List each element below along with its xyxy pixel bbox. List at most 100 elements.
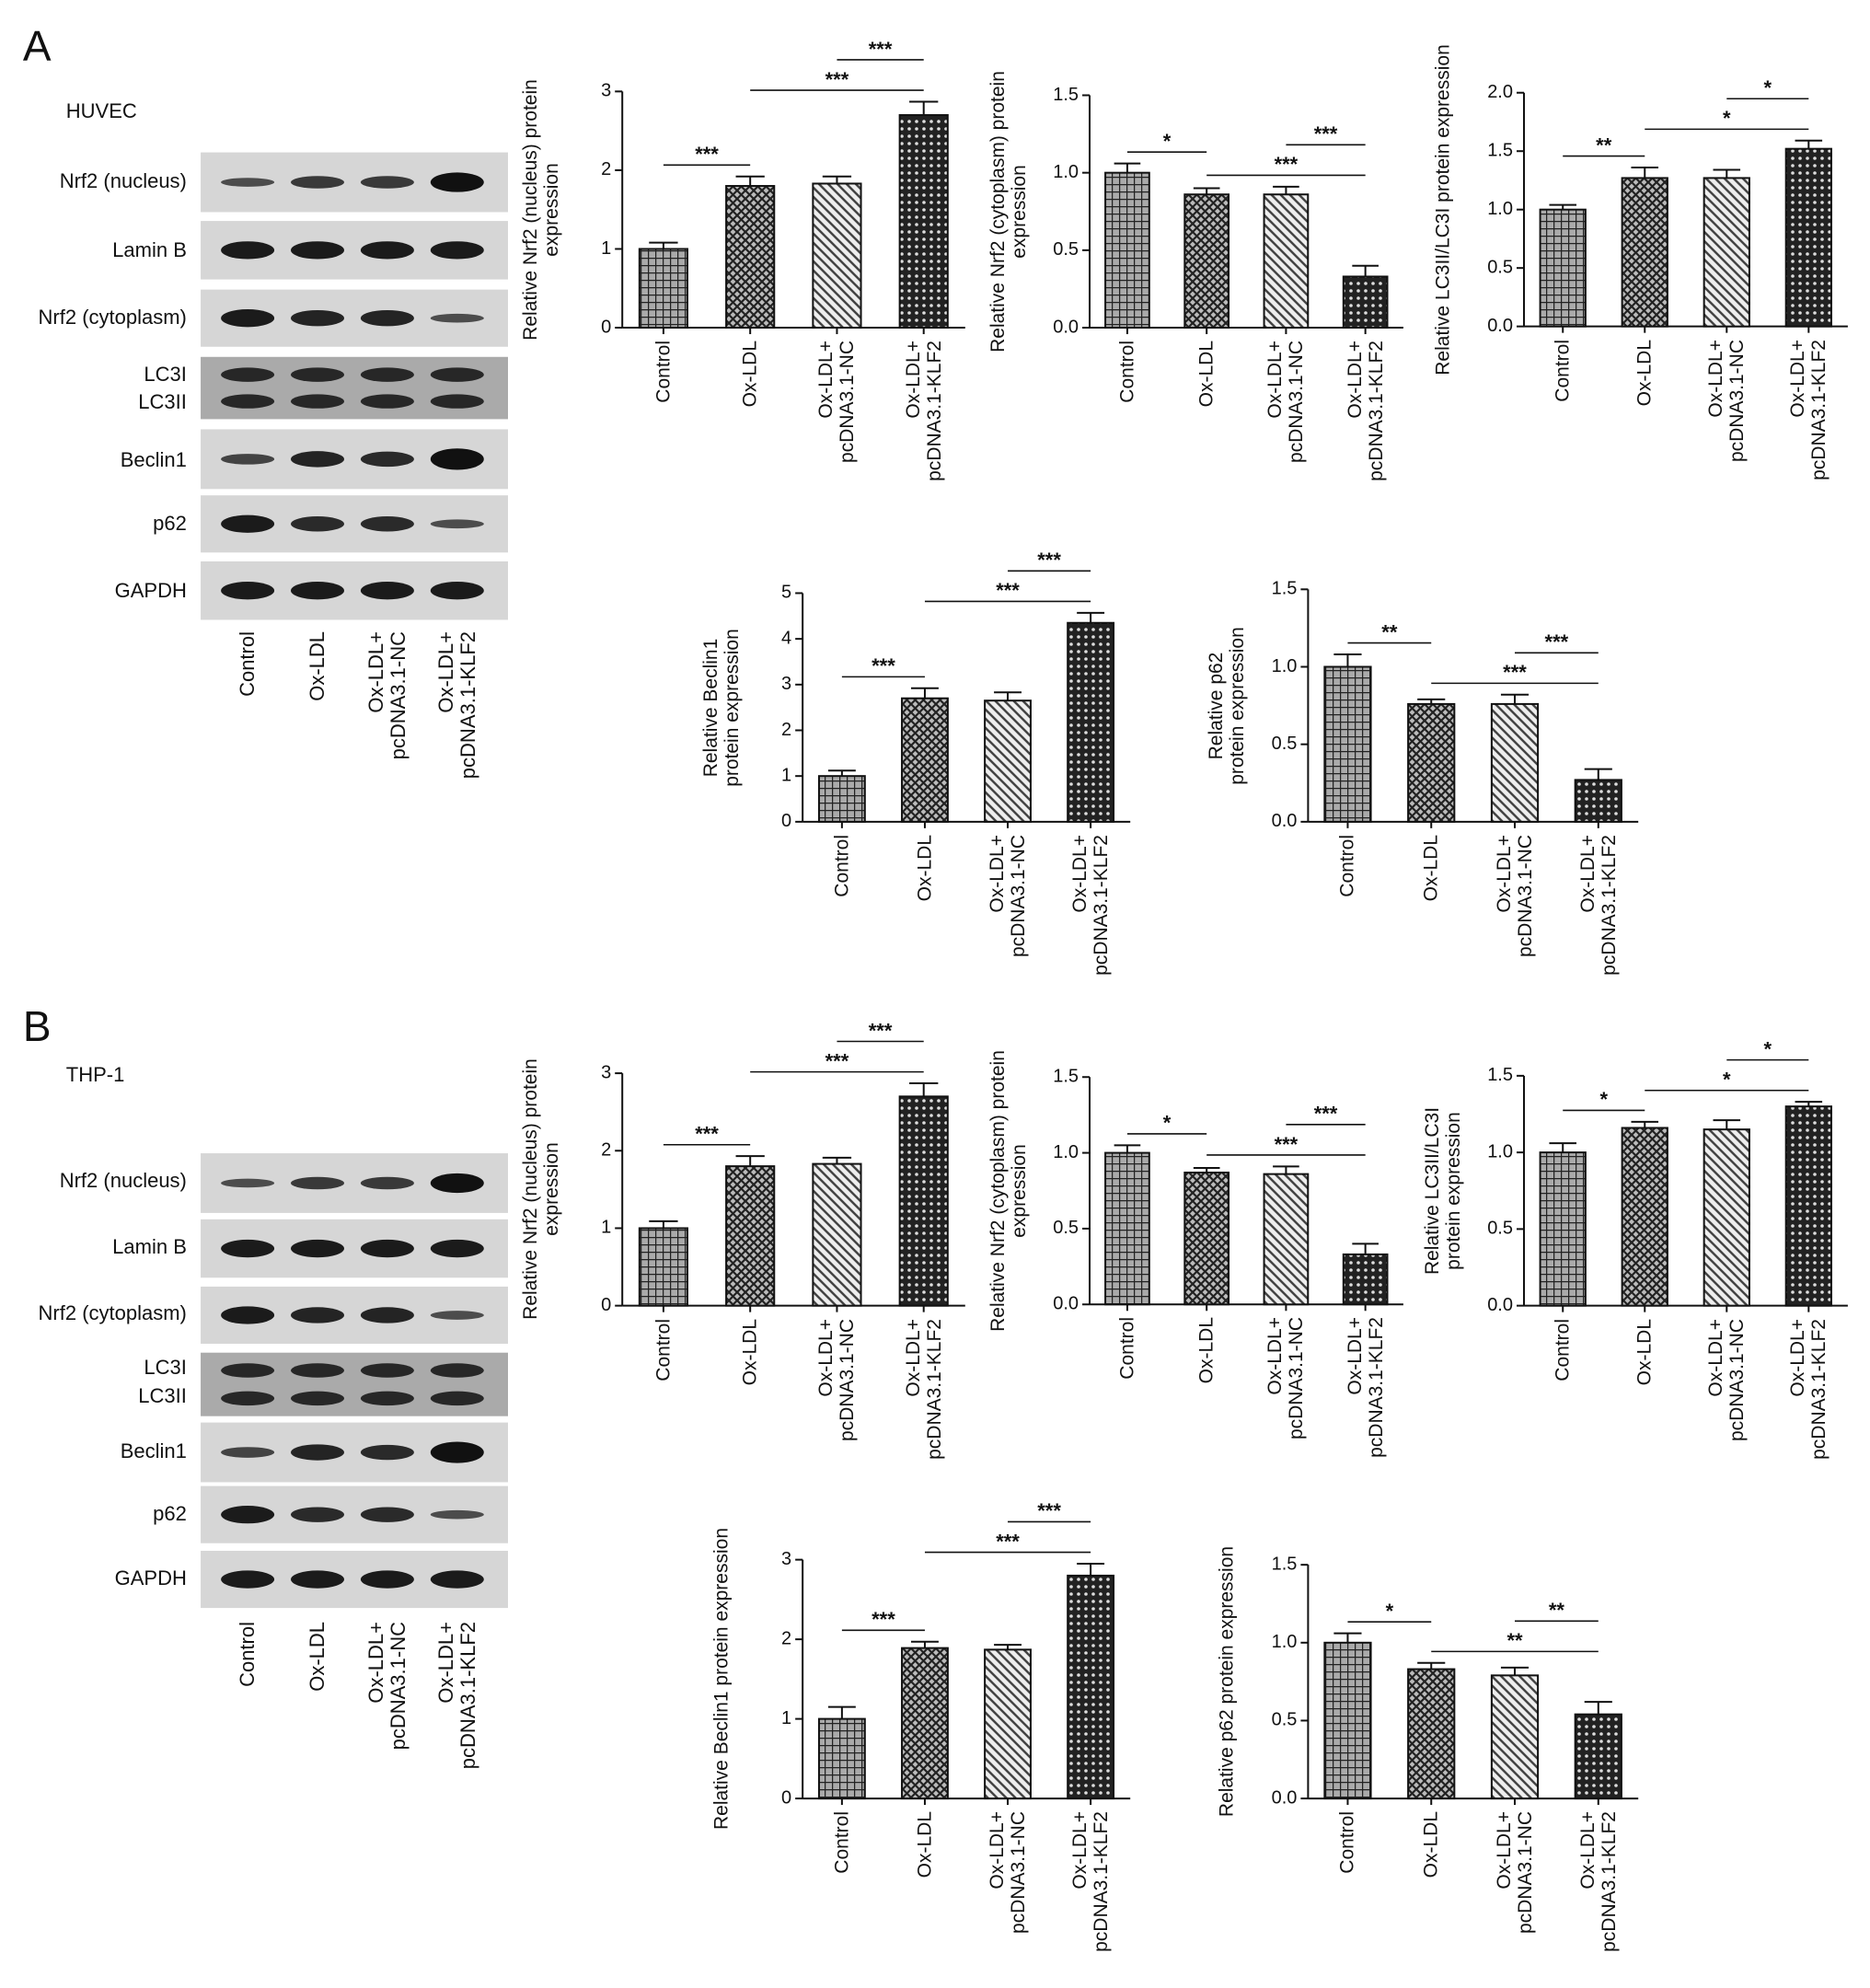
blot-label: GAPDH [114, 578, 187, 602]
bar [898, 1095, 949, 1307]
blot-band [360, 241, 414, 260]
blot-band [360, 1307, 414, 1323]
blot-band [430, 1441, 484, 1463]
blot-band [221, 394, 275, 409]
lane-label: Control [236, 630, 259, 697]
y-axis-label: Relative Nrf2 (nucleus) protein expressi… [519, 1058, 562, 1321]
bar [812, 1162, 862, 1307]
bar [984, 699, 1032, 823]
x-tick-label: Ox-LDL+ pcDNA3.1-NC [1705, 1318, 1749, 1441]
error-bar [1273, 1165, 1299, 1174]
blot-band [291, 582, 344, 600]
blot-label: LC3II [138, 390, 187, 414]
error-bar [1114, 162, 1141, 173]
y-tick-label: 1 [601, 1218, 611, 1238]
y-tick-label: 0 [601, 317, 611, 337]
y-axis-label: Relative LC3II/LC3I protein expression [1432, 43, 1454, 376]
significance-label: *** [695, 143, 719, 166]
error-bar [649, 241, 678, 249]
panel-letter: B [22, 1002, 52, 1051]
error-bar [822, 175, 852, 184]
error-bar [1333, 1632, 1362, 1643]
x-tick-label: Ox-LDL+ pcDNA3.1-KLF2 [1576, 834, 1620, 976]
bar [1407, 1668, 1456, 1800]
bar [1067, 1574, 1115, 1800]
bar [1183, 193, 1230, 329]
x-tick-label: Ox-LDL+ pcDNA3.1-KLF2 [1069, 1811, 1113, 1952]
y-tick-label: 0.5 [1272, 1710, 1298, 1730]
blot-band [221, 514, 275, 533]
significance-label: ** [1596, 133, 1612, 156]
bar [817, 1717, 866, 1800]
y-axis-label: Relative p62 protein expression [1205, 626, 1249, 785]
blot-label: Nrf2 (cytoplasm) [38, 1300, 187, 1324]
y-tick-label: 1 [601, 238, 611, 259]
error-bar [911, 1640, 939, 1648]
x-tick-label: Control [1552, 1318, 1574, 1381]
x-tick-label: Control [1336, 1811, 1358, 1874]
blot-label: GAPDH [114, 1566, 187, 1590]
bar [1342, 1253, 1389, 1306]
y-tick-label: 1.0 [1487, 1141, 1513, 1162]
blot-band [291, 1444, 344, 1461]
bar [1263, 193, 1310, 329]
blot-band [291, 1507, 344, 1522]
blot-label: LC3I [144, 1356, 187, 1380]
y-tick-label: 2 [601, 159, 611, 179]
blot-band [360, 367, 414, 382]
y-tick-label: 1.5 [1487, 1065, 1513, 1085]
x-tick-label: Ox-LDL+ pcDNA3.1-KLF2 [1344, 341, 1387, 481]
x-tick-label: Ox-LDL+ pcDNA3.1-KLF2 [1787, 1318, 1830, 1460]
bar [1263, 1173, 1310, 1306]
blot-strip [201, 1352, 509, 1416]
y-axis-label: Relative Nrf2 (cytoplasm) protein expres… [987, 70, 1030, 353]
blot-band [360, 1391, 414, 1406]
blot-label: Lamin B [112, 237, 187, 261]
significance-label: * [1599, 1088, 1608, 1111]
x-tick-label: Control [652, 1318, 675, 1381]
y-tick-label: 1.0 [1487, 199, 1513, 219]
blot-band [430, 1239, 484, 1258]
error-bar [1417, 698, 1446, 704]
significance-label: *** [825, 68, 849, 91]
x-tick-label: Ox-LDL+ pcDNA3.1-KLF2 [902, 341, 945, 481]
y-tick-label: 1.5 [1487, 141, 1513, 161]
blot-band [360, 1570, 414, 1589]
y-tick-label: 2 [601, 1140, 611, 1161]
y-tick-label: 2 [781, 720, 791, 740]
blot-band [291, 1307, 344, 1323]
y-tick-label: 0 [781, 1787, 791, 1808]
blot-label: p62 [153, 511, 187, 535]
error-bar [1333, 653, 1362, 667]
blot-band [430, 172, 484, 192]
y-axis-label: Relative Nrf2 (nucleus) protein expressi… [519, 78, 562, 341]
error-bar [822, 1156, 852, 1164]
y-tick-label: 0.0 [1487, 316, 1513, 336]
x-tick-label: Ox-LDL+ pcDNA3.1-KLF2 [1344, 1317, 1387, 1459]
y-tick-label: 3 [781, 674, 791, 694]
y-tick-label: 2.0 [1487, 82, 1513, 102]
lane-label: Ox-LDL+ pcDNA3.1-NC [364, 630, 410, 760]
x-tick-label: Ox-LDL+ pcDNA3.1-NC [986, 1811, 1030, 1935]
x-tick-label: Control [831, 834, 853, 897]
y-tick-label: 1.5 [1053, 85, 1079, 105]
blot-band [291, 309, 344, 327]
y-tick-label: 4 [781, 628, 791, 648]
significance-label: *** [872, 654, 895, 677]
blot-label: Beclin1 [120, 447, 187, 471]
significance-label: *** [1314, 122, 1338, 145]
y-axis-label: Relative LC3II/LC3I protein expression [1421, 1106, 1464, 1275]
error-bar [994, 691, 1022, 701]
error-bar [1193, 1167, 1220, 1173]
cell-line: THP-1 [65, 1063, 125, 1087]
error-bar [1077, 1562, 1105, 1576]
x-tick-label: Ox-LDL [914, 834, 936, 902]
lane-label: Ox-LDL+ pcDNA3.1-KLF2 [433, 630, 479, 780]
x-tick-label: Ox-LDL+ pcDNA3.1-KLF2 [1069, 834, 1113, 976]
y-tick-label: 0.5 [1487, 1219, 1513, 1239]
bar [1574, 1713, 1622, 1800]
significance-label: *** [1275, 1133, 1299, 1156]
y-axis-label: Relative Nrf2 (cytoplasm) protein expres… [987, 1049, 1030, 1332]
x-tick-label: Ox-LDL [1195, 1317, 1218, 1384]
error-bar [649, 1219, 678, 1229]
